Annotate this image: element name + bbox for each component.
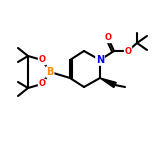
Polygon shape xyxy=(100,78,116,88)
Text: O: O xyxy=(38,79,45,88)
Text: O: O xyxy=(124,47,131,55)
Text: N: N xyxy=(96,55,104,65)
Text: O: O xyxy=(38,55,45,64)
Text: B: B xyxy=(46,67,54,77)
Text: O: O xyxy=(105,33,112,43)
